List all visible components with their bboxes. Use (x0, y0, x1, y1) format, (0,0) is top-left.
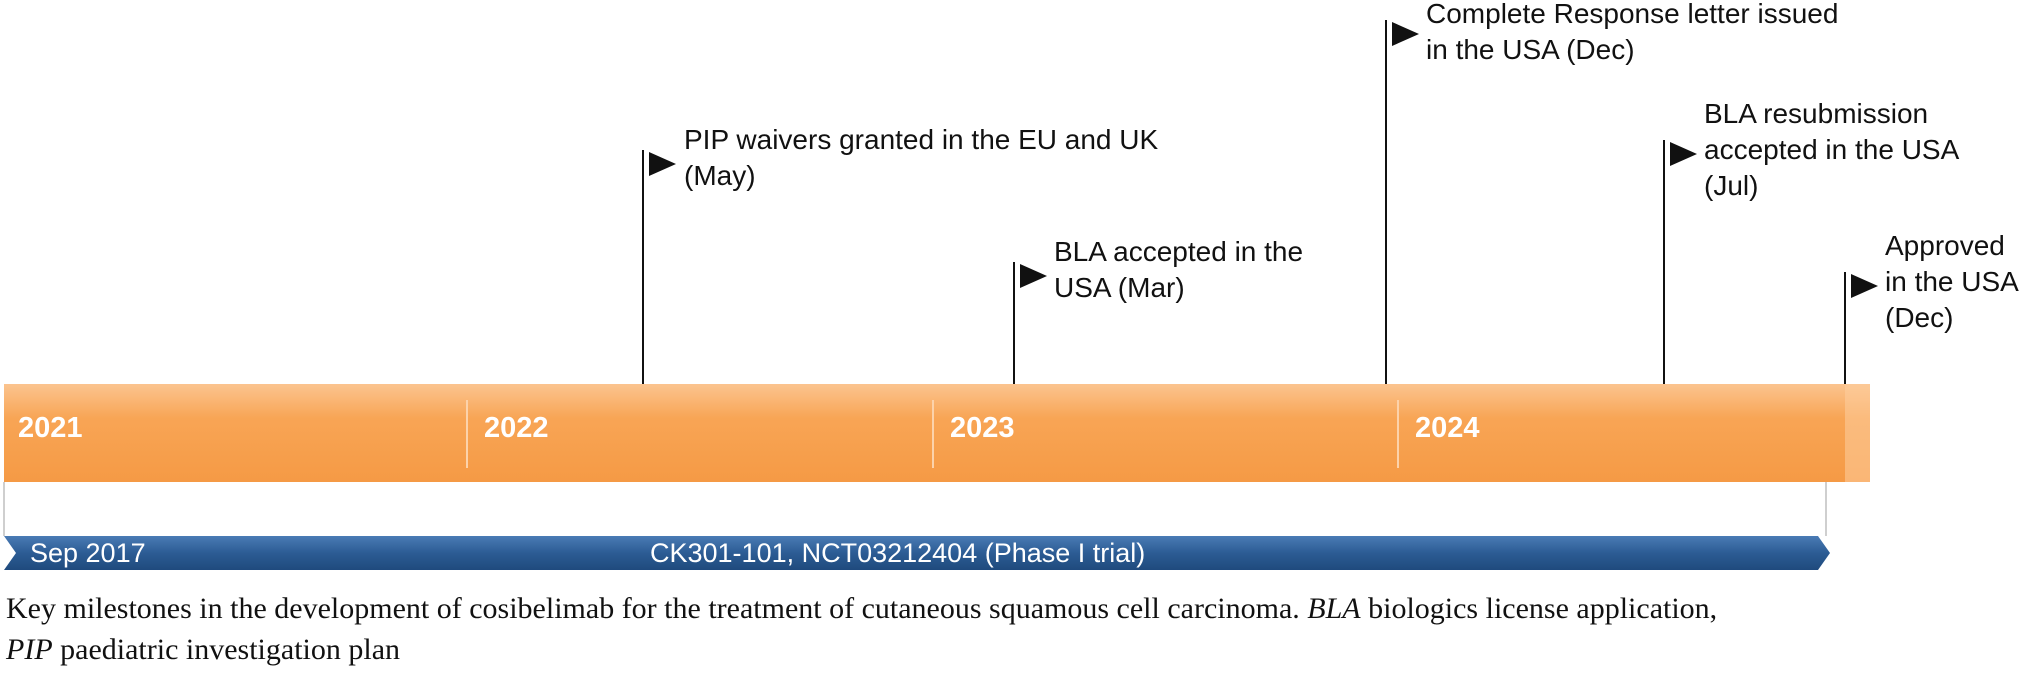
caption-def-bla: biologics license application, (1360, 592, 1718, 625)
flag-icon (649, 152, 676, 176)
milestone-resubmission: BLA resubmission accepted in the USA (Ju… (1704, 96, 1959, 204)
milestone-bla-accepted: BLA accepted in the USA (Mar) (1054, 234, 1303, 306)
milestone-line: (May) (684, 160, 756, 191)
milestone-line: BLA resubmission (1704, 98, 1929, 129)
year-label-2022: 2022 (484, 412, 549, 444)
flag-icon (1851, 274, 1878, 298)
milestone-line: Complete Response letter issued (1426, 0, 1839, 29)
flag-icon (1392, 22, 1419, 46)
caption-abbr-pip: PIP (6, 633, 53, 666)
milestone-line: BLA accepted in the (1054, 236, 1304, 267)
milestone-line: (Dec) (1885, 302, 1954, 333)
trial-start-label: Sep 2017 (30, 538, 146, 568)
flag-icon (1670, 142, 1697, 166)
caption-text: Key milestones in the development of cos… (6, 592, 1308, 625)
year-bar (4, 384, 1870, 482)
figure-caption: Key milestones in the development of cos… (6, 588, 2021, 670)
milestone-pip: PIP waivers granted in the EU and UK (Ma… (684, 122, 1158, 194)
year-label-2021: 2021 (18, 412, 83, 444)
year-label-2023: 2023 (950, 412, 1015, 444)
milestone-line: Approved (1885, 230, 2005, 261)
trial-label: CK301-101, NCT03212404 (Phase I trial) (650, 538, 1146, 568)
trial-bracket (3, 482, 1827, 536)
caption-def-pip: paediatric investigation plan (52, 633, 401, 666)
milestone-line: PIP waivers granted in the EU and UK (684, 124, 1159, 155)
milestone-line: accepted in the USA (1704, 134, 1960, 165)
trial-bar (4, 536, 1830, 570)
caption-abbr-bla: BLA (1307, 592, 1361, 625)
milestone-line: in the USA (Dec) (1426, 34, 1635, 65)
milestone-line: USA (Mar) (1054, 272, 1185, 303)
milestone-approved: Approved in the USA (Dec) (1885, 228, 2019, 336)
milestone-crl: Complete Response letter issued in the U… (1426, 0, 1838, 68)
milestone-line: in the USA (1885, 266, 2019, 297)
flag-icon (1020, 264, 1047, 288)
milestone-line: (Jul) (1704, 170, 1759, 201)
year-label-2024: 2024 (1415, 412, 1480, 444)
